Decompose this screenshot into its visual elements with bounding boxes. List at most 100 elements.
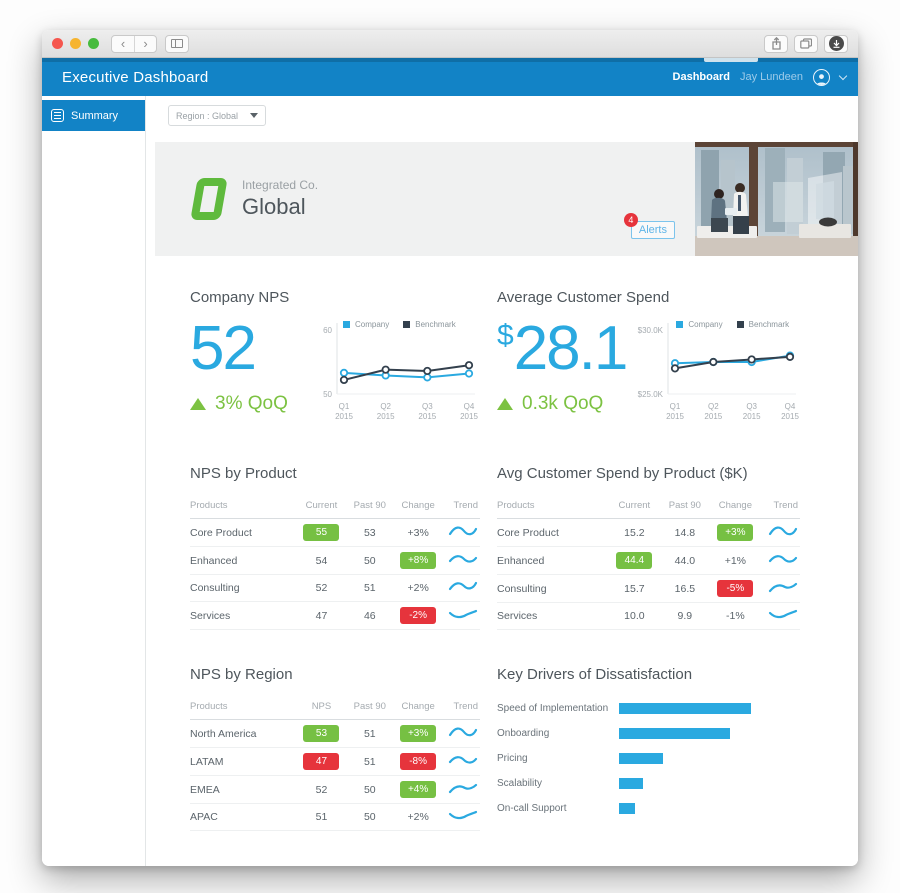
- svg-text:Q2: Q2: [380, 402, 391, 411]
- delta-text: 0.3k QoQ: [522, 392, 604, 414]
- kpi-value: 52: [190, 314, 257, 383]
- region-dropdown-value: Region : Global: [176, 110, 239, 121]
- svg-text:60: 60: [323, 326, 332, 335]
- trend-sparkline-icon: [448, 783, 478, 793]
- svg-text:2015: 2015: [460, 412, 478, 421]
- legend-swatch-company: [676, 321, 684, 328]
- alerts-label: Alerts: [638, 224, 667, 236]
- driver-row: Onboarding: [497, 721, 800, 746]
- forward-icon[interactable]: ›: [134, 35, 156, 52]
- sidebar-item-summary[interactable]: Summary: [42, 100, 145, 131]
- spend-trend-chart: Company Benchmark $30.0K $25.0K Q1 2015 Q2 20…: [626, 316, 801, 429]
- kpi-currency: $: [497, 319, 514, 352]
- minimize-window-button[interactable]: [70, 38, 81, 49]
- downloads-icon[interactable]: [824, 34, 848, 53]
- table-row: Consulting 52 51 +2%: [190, 574, 480, 602]
- kpi-delta: 0.3k QoQ: [497, 393, 626, 415]
- chart-legend: Company Benchmark: [676, 320, 801, 329]
- driver-label: Pricing: [497, 752, 528, 764]
- user-avatar-icon[interactable]: [813, 68, 830, 86]
- trend-sparkline-icon: [448, 526, 478, 535]
- kpi-title: Average Customer Spend: [497, 289, 670, 306]
- chevron-down-icon[interactable]: [838, 71, 848, 80]
- drivers-chart: Key Drivers of Dissatisfaction Speed of …: [497, 666, 800, 831]
- zoom-window-button[interactable]: [88, 38, 99, 49]
- driver-row: Pricing: [497, 746, 800, 771]
- table-row: EMEA 52 50 +4%: [190, 775, 480, 804]
- table-row: Enhanced 54 50 +8%: [190, 546, 480, 575]
- browser-window: ‹ ›: [42, 30, 858, 866]
- summary-list-icon: [51, 109, 64, 122]
- legend-swatch-benchmark: [736, 321, 744, 328]
- data-table: Products Current Past 90 Change Trend Core P…: [190, 495, 480, 630]
- main-area: Region : Global Integrated Co. Global Al…: [146, 96, 858, 866]
- table-header-row: Products Current Past 90 Change Trend: [497, 495, 800, 519]
- chrome-toolbar-right: [764, 34, 848, 53]
- trend-sparkline-icon: [448, 755, 478, 764]
- user-name[interactable]: Jay Lundeen: [740, 71, 803, 83]
- kpi-value: $28.1: [497, 314, 628, 383]
- kpi-row: Company NPS 52 3% QoQ: [155, 289, 858, 429]
- svg-text:Q1: Q1: [339, 402, 350, 411]
- driver-bar: [619, 803, 635, 814]
- svg-text:2015: 2015: [743, 412, 761, 421]
- sidebar-item-label: Summary: [71, 109, 119, 122]
- header-top-strip: [42, 58, 858, 62]
- legend-swatch-company: [343, 321, 350, 328]
- panes-glyph: [171, 39, 183, 48]
- svg-text:Q4: Q4: [785, 402, 796, 411]
- table-header-row: Products Current Past 90 Change Trend: [190, 495, 480, 519]
- data-table: Products Current Past 90 Change Trend Core P…: [497, 495, 800, 630]
- trend-sparkline-icon: [448, 554, 478, 563]
- svg-text:$30.0K: $30.0K: [638, 326, 664, 335]
- driver-row: Scalability: [497, 771, 800, 796]
- driver-label: Speed of Implementation: [497, 702, 609, 714]
- back-icon[interactable]: ‹: [120, 36, 126, 51]
- nav-dashboard[interactable]: Dashboard: [672, 71, 730, 83]
- chart-legend: Company Benchmark: [343, 320, 480, 329]
- svg-text:2015: 2015: [377, 412, 395, 421]
- driver-row: Speed of Implementation: [497, 696, 800, 721]
- table-nps-by-region: NPS by Region Products NPS Past 90 Change Tr…: [190, 666, 480, 831]
- legend-label: Benchmark: [748, 320, 790, 329]
- table-row: Core Product 55 53 +3%: [190, 518, 480, 547]
- filter-bar: Region : Global: [146, 96, 858, 142]
- driver-bar: [619, 778, 643, 789]
- table-row: Services 10.0 9.9 -1%: [497, 602, 800, 630]
- kpi-avg-spend: Average Customer Spend $28.1 0.3k QoQ: [497, 289, 800, 429]
- sidebar-toggle-icon[interactable]: [165, 34, 189, 53]
- company-name: Integrated Co.: [242, 178, 319, 192]
- table-row: APAC 51 50 +2%: [190, 803, 480, 831]
- dropdown-caret-icon: [250, 113, 258, 118]
- downloads-circle: [828, 36, 844, 51]
- table-spend-by-product: Avg Customer Spend by Product ($K) Produ…: [497, 465, 800, 630]
- table-row: Services 47 46 -2%: [190, 601, 480, 630]
- svg-text:2015: 2015: [705, 412, 723, 421]
- trend-sparkline-icon: [448, 727, 478, 736]
- dashboard-content: Integrated Co. Global Alerts 4: [146, 142, 858, 866]
- share-icon[interactable]: [764, 34, 788, 53]
- legend-label: Benchmark: [415, 320, 456, 329]
- trend-sparkline-icon: [768, 582, 798, 592]
- table-row: LATAM 47 51 -8%: [190, 747, 480, 776]
- driver-row: On-call Support: [497, 796, 800, 821]
- tab-overview-icon[interactable]: [794, 34, 818, 53]
- svg-text:Q1: Q1: [670, 402, 681, 411]
- legend-swatch-benchmark: [403, 321, 411, 328]
- delta-up-icon: [190, 397, 206, 410]
- delta-text: 3% QoQ: [215, 392, 288, 414]
- driver-label: Onboarding: [497, 727, 550, 739]
- alerts-button[interactable]: Alerts 4: [623, 213, 675, 239]
- active-nav-indicator: [704, 58, 758, 62]
- svg-text:50: 50: [323, 390, 332, 399]
- driver-bar: [619, 728, 730, 739]
- svg-text:Q3: Q3: [422, 402, 433, 411]
- hero-banner: Integrated Co. Global Alerts 4: [155, 142, 858, 256]
- close-window-button[interactable]: [52, 38, 63, 49]
- svg-text:2015: 2015: [418, 412, 436, 421]
- tables-row-1: NPS by Product Products Current Past 90 Cha…: [155, 465, 858, 630]
- nps-trend-chart: Company Benchmark 60 50 Q1 2015 Q2 2015 Q3 2015…: [317, 316, 480, 429]
- region-dropdown[interactable]: Region : Global: [168, 105, 266, 126]
